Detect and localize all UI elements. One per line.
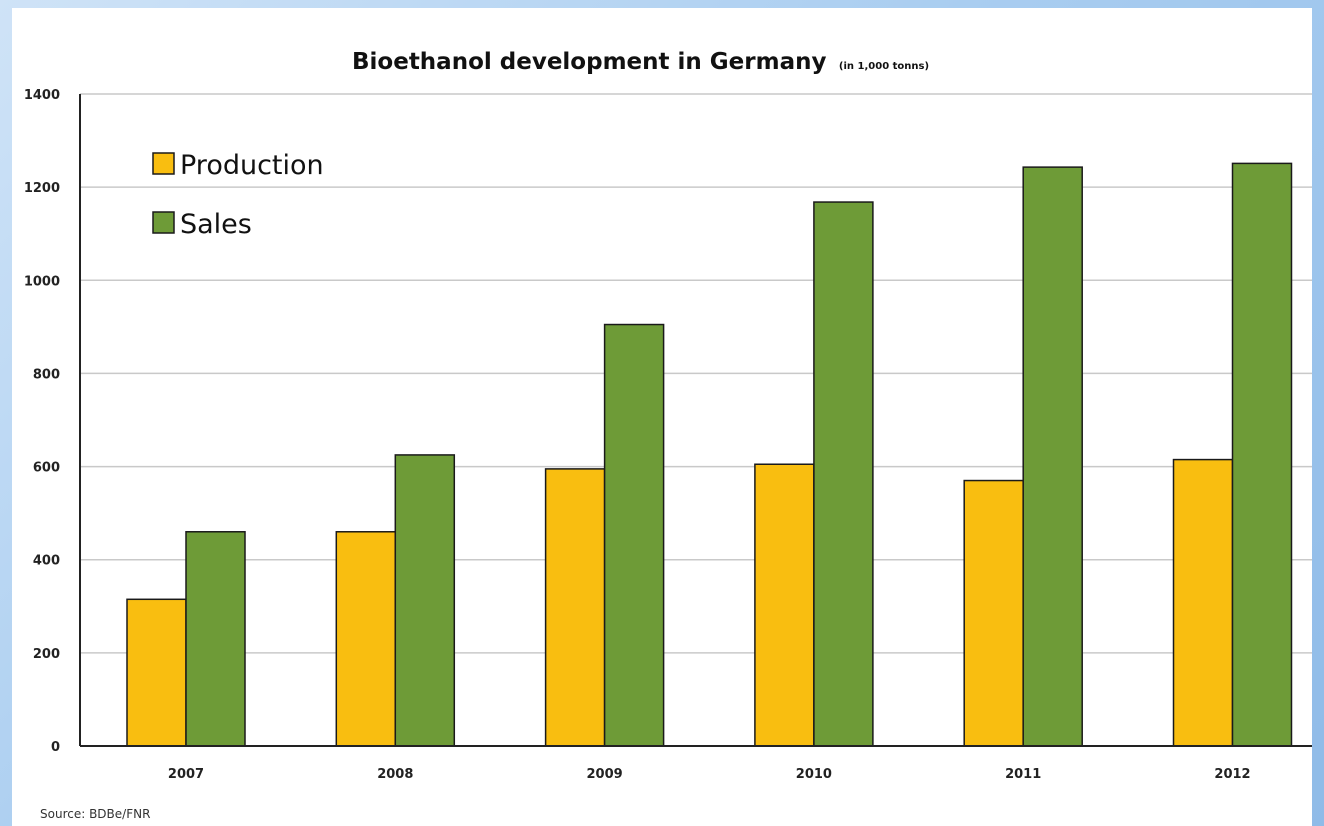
chart-title-unit: (in 1,000 tonns) (839, 61, 929, 72)
chart-title-main: Bioethanol development in Germany (352, 49, 826, 75)
x-tick-label: 2011 (1005, 767, 1041, 782)
legend-label-production: Production (180, 150, 324, 181)
bar-production-2007 (126, 598, 187, 747)
y-tick-label: 1400 (24, 88, 60, 103)
y-axis-ticks: 0 200 400 600 800 1000 1200 1400 (24, 88, 60, 755)
bar-production-2009 (544, 468, 606, 747)
y-tick-label: 600 (33, 461, 60, 476)
bar-sales-2008 (394, 454, 456, 747)
legend-label-sales: Sales (180, 209, 252, 240)
bar-sales-2009 (603, 323, 665, 747)
gridlines (80, 93, 1312, 654)
bars (126, 162, 1293, 747)
x-tick-label: 2007 (168, 767, 204, 782)
y-tick-label: 1200 (24, 181, 60, 196)
y-tick-label: 200 (33, 647, 60, 662)
source-note: Source: BDBe/FNR (40, 807, 150, 821)
x-tick-label: 2010 (796, 767, 832, 782)
x-tick-label: 2008 (377, 767, 413, 782)
legend: Production Sales (152, 150, 324, 240)
chart-card: Bioethanol development in Germany (in 1,… (12, 8, 1312, 826)
chart-title: Bioethanol development in Germany (in 1,… (352, 49, 929, 75)
legend-swatch-sales (152, 211, 175, 234)
bar-production-2008 (335, 531, 397, 747)
y-tick-label: 0 (51, 740, 60, 755)
bar-production-2011 (963, 479, 1024, 747)
x-tick-label: 2012 (1214, 767, 1250, 782)
bar-production-2010 (754, 463, 815, 747)
y-tick-label: 800 (33, 367, 60, 382)
bar-sales-2012 (1231, 162, 1293, 747)
x-axis-ticks: 2007 2008 2009 2010 2011 2012 (168, 767, 1251, 782)
x-tick-label: 2009 (587, 767, 623, 782)
y-tick-label: 400 (33, 554, 60, 569)
bar-sales-2010 (813, 201, 874, 747)
bar-sales-2011 (1022, 166, 1083, 747)
bar-sales-2007 (185, 531, 246, 747)
bar-chart: Bioethanol development in Germany (in 1,… (24, 49, 1312, 821)
y-tick-label: 1000 (24, 274, 60, 289)
bar-production-2012 (1172, 458, 1234, 747)
legend-swatch-production (152, 152, 175, 175)
